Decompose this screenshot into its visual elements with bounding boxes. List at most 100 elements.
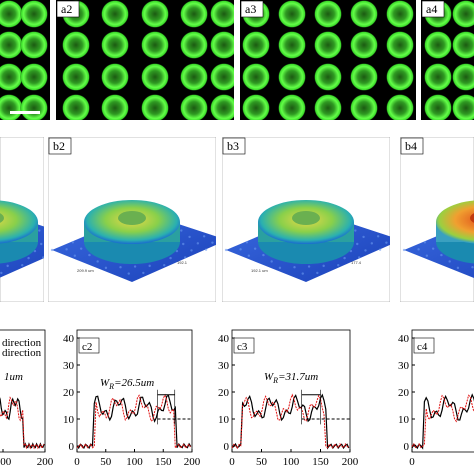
x-tick-label: 150 (312, 456, 329, 468)
micrograph: a2 (56, 0, 234, 120)
y-tick-label: 40 (398, 333, 410, 345)
dome-center (470, 213, 474, 223)
texture (362, 235, 365, 239)
spot (141, 94, 169, 120)
texture (423, 241, 427, 244)
texture (239, 248, 242, 251)
profile-curve (0, 396, 45, 450)
texture (183, 256, 187, 259)
texture (337, 264, 340, 267)
texture (190, 249, 193, 252)
scale-bar (10, 111, 40, 114)
spot (350, 31, 378, 59)
texture (385, 241, 388, 244)
spot (424, 31, 452, 59)
spot (210, 63, 234, 91)
texture (354, 229, 357, 232)
axis-arrow (29, 279, 41, 292)
y-tick-label: 40 (218, 333, 230, 345)
spot (210, 0, 234, 28)
texture (175, 249, 179, 253)
dome-center (118, 211, 146, 225)
panel-label: a2 (61, 2, 72, 16)
texture (182, 242, 185, 246)
spot (180, 94, 208, 120)
texture (322, 264, 325, 268)
spot (0, 63, 23, 91)
panel-label: a3 (245, 2, 256, 16)
spot (424, 63, 452, 91)
texture (88, 253, 91, 257)
texture (316, 271, 319, 275)
texture (0, 271, 3, 275)
texture (148, 264, 151, 268)
texture (364, 249, 367, 252)
texture (376, 235, 380, 238)
texture (245, 241, 249, 244)
texture (33, 249, 37, 253)
spot (386, 31, 414, 59)
texture (50, 248, 54, 252)
spot (0, 0, 23, 28)
spot (350, 0, 378, 28)
y-tick-label: 0 (224, 441, 230, 453)
spot (101, 94, 129, 120)
panel-label-box (240, 0, 264, 18)
spot (350, 63, 378, 91)
panel-label-box (48, 137, 72, 155)
axis-scale-text: 209.9 um (77, 268, 94, 273)
spot (62, 94, 90, 120)
panel-label-box (421, 0, 445, 18)
texture (278, 266, 282, 270)
y-tick-label: 30 (63, 360, 75, 372)
axis-scale-text: 192.1 (177, 260, 188, 265)
texture (378, 248, 382, 251)
texture (253, 247, 257, 250)
texture (196, 242, 200, 245)
panel-label: b2 (53, 139, 65, 153)
texture (440, 253, 443, 257)
annotation-subscript: R (108, 382, 114, 391)
spot (101, 31, 129, 59)
annotation: 1um (4, 371, 23, 383)
texture (448, 260, 451, 263)
texture (357, 256, 361, 259)
texture (202, 235, 206, 238)
spot (180, 0, 208, 28)
texture (119, 266, 122, 269)
spot (210, 31, 234, 59)
texture (188, 235, 191, 239)
surface-render: b4 (400, 137, 474, 302)
texture (180, 229, 183, 232)
texture (356, 242, 359, 246)
spot (314, 94, 342, 120)
texture (293, 266, 296, 269)
texture (142, 271, 145, 275)
texture (224, 248, 228, 252)
axis-scale-text: 177.4 (351, 260, 362, 265)
legend-text: direction (2, 337, 42, 349)
x-tick-label: 0 (74, 456, 80, 468)
spot (20, 0, 48, 28)
x-tick-label: 50 (100, 456, 112, 468)
fluorescence-row: a2 a3 a4 (0, 0, 474, 120)
texture (417, 248, 420, 251)
annotation-symbol: W (100, 377, 110, 389)
spot (62, 63, 90, 91)
panel-label-box (233, 337, 255, 354)
texture (133, 265, 137, 268)
texture (211, 241, 214, 244)
texture (38, 229, 41, 232)
spot (350, 94, 378, 120)
x-tick-label: 100 (0, 456, 12, 468)
y-tick-label: 30 (398, 360, 410, 372)
legend-text: direction (2, 347, 42, 359)
panel-label: a4 (426, 2, 437, 16)
y-tick-label: 0 (404, 441, 410, 453)
x-tick-label: 50 (256, 456, 268, 468)
annotation: WR=31.7um (264, 371, 318, 385)
plot-frame (411, 329, 474, 453)
texture (471, 266, 474, 269)
spot (278, 94, 306, 120)
